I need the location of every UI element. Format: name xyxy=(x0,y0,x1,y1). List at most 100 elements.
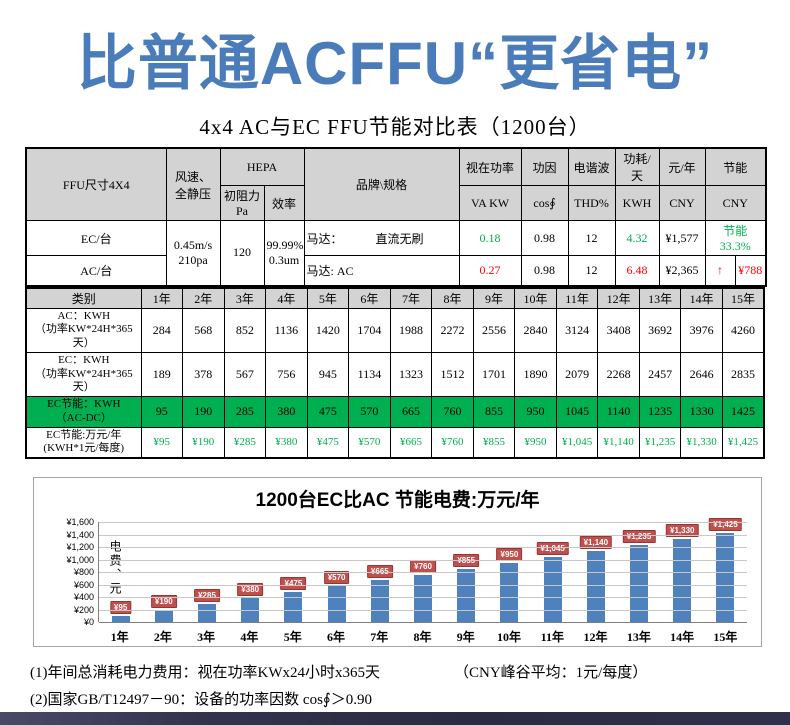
year-value-cell: ¥950 xyxy=(514,426,557,459)
year-value-cell: 3124 xyxy=(555,307,599,353)
bar-value-label: ¥1,045 xyxy=(536,541,569,555)
year-value-cell: ¥855 xyxy=(472,426,516,459)
gridline xyxy=(99,584,747,586)
bar xyxy=(327,586,346,622)
bar-slot: ¥1,235 xyxy=(617,522,660,622)
wind-value-line1: 0.45m/s xyxy=(173,237,213,252)
spec-header-saving-cny: CNY xyxy=(704,185,767,221)
ec-va-kw: 0.18 xyxy=(458,220,522,256)
spec-header-saving: 节能 xyxy=(704,147,767,186)
savings-bar-chart: 1200台EC比AC 节能电费:万元/年 电费、元 ¥95 ¥190 ¥285 ¥38… xyxy=(33,477,762,647)
year-table-row: EC：KWH （功率KW*24H*365天） 189 378 567 756 945 1134… xyxy=(25,351,765,398)
x-axis-labels: 1年 2年 3年 4年 5年 6年 7年 8年 9年 10年 11年 12年 13年 14年 15年 xyxy=(98,628,747,645)
y-tick-label: ¥1,000 xyxy=(66,554,94,565)
year-row-label-line2: (KWH*1元/每度) xyxy=(43,442,125,455)
bar-value-label: ¥285 xyxy=(194,589,220,603)
spec-header-yuan-year: 元/年 xyxy=(658,147,706,186)
wind-line1: 风速、 xyxy=(174,169,211,184)
bar-slot: ¥1,045 xyxy=(531,522,574,622)
spec-table: FFU尺寸4X4 风速、 全静压 HEPA 品牌\规格 视在功率 功因 电谐波 … xyxy=(25,147,768,287)
bar-slot: ¥190 xyxy=(142,522,185,622)
year-table: 类别 1年 2年 3年 4年 5年 6年 7年 8年 9年 10年 11年 12年 13年 14年 15年 AC… xyxy=(25,286,765,459)
spec-header-apparent-power: 视在功率 xyxy=(458,147,522,186)
year-value-cell: 1701 xyxy=(472,351,516,398)
year-value-cell: 2272 xyxy=(431,307,474,353)
y-tick-label: ¥200 xyxy=(73,604,94,615)
year-value-cell: 2840 xyxy=(514,307,557,353)
gridline xyxy=(99,622,747,623)
y-tick-label: ¥400 xyxy=(73,592,94,602)
year-value-cell: 567 xyxy=(223,351,267,398)
ac-saving-arrow-icon: ↑ xyxy=(704,255,736,286)
year-value-cell: 285 xyxy=(223,396,267,428)
year-value-cell: ¥380 xyxy=(265,426,308,459)
bar-value-label: ¥380 xyxy=(237,583,264,597)
spec-header-harmonics: 电谐波 xyxy=(567,147,616,186)
spec-header-efficiency: 效率 xyxy=(263,185,305,221)
bar xyxy=(111,616,130,622)
spec-header-kwh: KWH xyxy=(614,185,660,221)
gridline xyxy=(99,609,747,611)
bar xyxy=(716,532,735,622)
year-value-cell: 570 xyxy=(348,396,391,428)
spec-header-wind: 风速、 全静压 xyxy=(165,147,221,221)
bar-value-label: ¥95 xyxy=(109,601,132,615)
year-value-cell: 3976 xyxy=(680,307,723,353)
year-value-cell: 1140 xyxy=(597,396,640,428)
bar xyxy=(630,544,649,622)
year-value-cell: ¥570 xyxy=(348,426,391,459)
ec-kwh-day: 4.32 xyxy=(614,220,660,256)
year-header-cell: 3年 xyxy=(223,287,267,309)
bar xyxy=(198,604,216,622)
y-tick-label: ¥1,200 xyxy=(66,542,94,552)
year-value-cell: 1890 xyxy=(514,351,557,398)
bar-value-label: ¥1,235 xyxy=(622,529,656,543)
footnote-1-left: (1)年间总消耗电力费用：视在功率KWx24小时x365天 xyxy=(30,665,380,681)
year-value-cell: ¥1,330 xyxy=(680,426,723,459)
year-header-cell: 6年 xyxy=(348,287,391,309)
x-tick-label: 12年 xyxy=(583,630,608,644)
bar-value-label: ¥190 xyxy=(150,595,177,609)
year-row-label-line2: （功率KW*24H*365天） xyxy=(34,323,133,349)
year-row-label: AC：KWH （功率KW*24H*365天） xyxy=(25,307,142,353)
bar-slot: ¥475 xyxy=(272,522,315,622)
gridline xyxy=(99,534,747,536)
year-value-cell: 475 xyxy=(306,396,350,428)
year-value-cell: 945 xyxy=(306,351,350,398)
y-tick-label: ¥800 xyxy=(73,567,94,577)
year-value-cell: 284 xyxy=(140,307,184,353)
year-header-cell: 15年 xyxy=(721,287,765,309)
ac-row-label: AC/台 xyxy=(25,255,167,286)
y-tick-label: ¥1,600 xyxy=(66,517,94,527)
year-value-cell: 2556 xyxy=(472,307,516,353)
year-value-cell: 665 xyxy=(389,396,433,428)
x-tick-label: 15年 xyxy=(713,630,738,644)
y-tick-label: ¥600 xyxy=(73,579,94,590)
year-header-cell: 7年 xyxy=(389,287,433,309)
ec-saving: 节能 33.3% xyxy=(704,220,767,256)
year-value-cell: 1988 xyxy=(389,307,433,353)
bar xyxy=(500,562,519,622)
year-header-cell: 5年 xyxy=(306,287,350,309)
year-row-label-line1: EC节能:万元/年 xyxy=(46,428,122,441)
year-value-cell: 380 xyxy=(265,396,308,428)
year-row-label-line2: （AC-DC） xyxy=(55,411,112,424)
ac-brand-cell: 马达: AC xyxy=(303,255,460,286)
spec-header-hepa: HEPA xyxy=(219,147,305,186)
spec-header-power-factor: 功因 xyxy=(520,147,569,186)
x-tick-label: 11年 xyxy=(540,630,564,644)
year-value-cell: ¥1,045 xyxy=(555,426,599,459)
y-tick-label: ¥1,400 xyxy=(66,529,94,540)
bar-slot: ¥570 xyxy=(315,522,358,622)
gridline xyxy=(99,572,747,573)
spec-header-ffu-size: FFU尺寸4X4 xyxy=(25,147,167,221)
spec-header-cos-phi: cos∮ xyxy=(520,185,569,221)
year-value-cell: 3408 xyxy=(597,307,640,353)
bar-slot: ¥950 xyxy=(488,522,531,622)
year-value-cell: 568 xyxy=(182,307,225,353)
spec-header-cny: CNY xyxy=(658,185,706,221)
year-header-cell: 14年 xyxy=(680,287,723,309)
year-value-cell: 1235 xyxy=(638,396,682,428)
gridline xyxy=(99,597,747,598)
year-row-label-line1: EC节能：KWH xyxy=(47,398,121,410)
